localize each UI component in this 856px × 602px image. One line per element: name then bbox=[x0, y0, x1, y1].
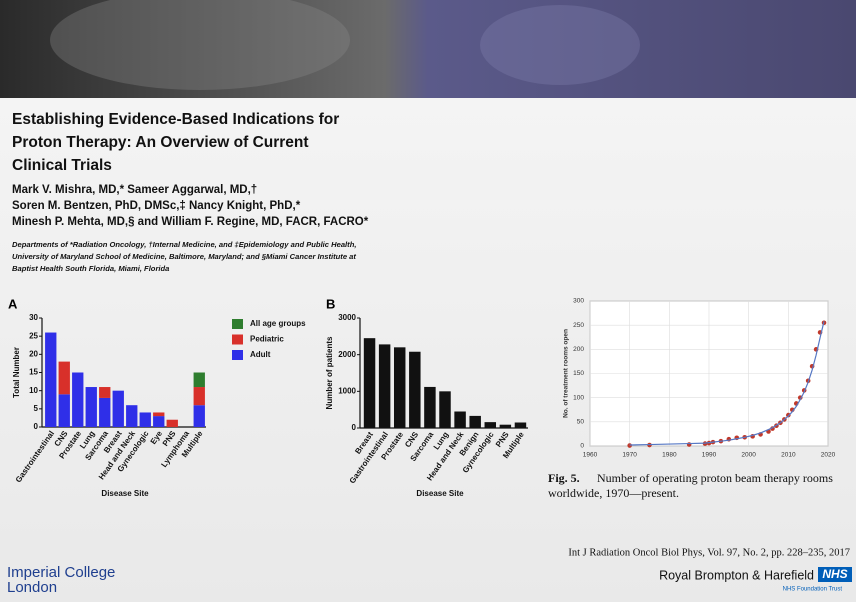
bar bbox=[378, 344, 391, 428]
x-axis-label: Disease Site bbox=[416, 489, 464, 498]
legend-swatch bbox=[232, 334, 243, 345]
y-tick-label: 25 bbox=[29, 331, 38, 340]
y-tick-label: 20 bbox=[29, 349, 38, 358]
y-tick-label: 1000 bbox=[338, 386, 356, 395]
bar-segment bbox=[85, 387, 97, 427]
logo-text: Imperial College bbox=[7, 564, 115, 581]
bar bbox=[514, 422, 527, 428]
y-axis-label: Total Number bbox=[12, 347, 21, 398]
bar-segment bbox=[193, 405, 205, 427]
y-tick-label: 0 bbox=[580, 443, 584, 450]
bar bbox=[469, 415, 481, 428]
y-tick-label: 200 bbox=[573, 346, 584, 353]
authors: Minesh P. Mehta, MD,§ and William F. Reg… bbox=[12, 216, 369, 228]
banner-texture bbox=[480, 5, 640, 85]
x-tick-label: 1960 bbox=[583, 452, 598, 459]
bar-segment bbox=[139, 412, 151, 427]
legend-label: All age groups bbox=[250, 319, 306, 328]
y-axis-label: No. of treatment rooms open bbox=[563, 329, 570, 418]
bar bbox=[424, 386, 436, 428]
bar-segment bbox=[99, 387, 111, 398]
x-tick-label: 1990 bbox=[702, 452, 717, 459]
y-tick-label: 15 bbox=[29, 368, 38, 377]
authors: Mark V. Mishra, MD,* Sameer Aggarwal, MD… bbox=[12, 184, 257, 196]
caption-label: Fig. 5. bbox=[548, 471, 580, 485]
y-tick-label: 3000 bbox=[338, 313, 356, 322]
bar-segment bbox=[126, 405, 138, 427]
logo-subtext: NHS Foundation Trust bbox=[783, 587, 843, 593]
x-axis-label: Disease Site bbox=[101, 489, 149, 498]
legend-label: Pediatric bbox=[250, 335, 284, 344]
legend-label: Adult bbox=[250, 350, 271, 359]
trend-line bbox=[629, 321, 825, 446]
x-tick-label: 2010 bbox=[781, 452, 796, 459]
bar-segment bbox=[112, 390, 124, 427]
y-tick-label: 50 bbox=[577, 419, 585, 426]
bar-segment bbox=[45, 332, 57, 427]
y-tick-label: 0 bbox=[34, 422, 39, 431]
title: Proton Therapy: An Overview of Current bbox=[12, 134, 309, 151]
nhs-badge-text: NHS bbox=[822, 567, 847, 581]
y-tick-label: 10 bbox=[29, 386, 38, 395]
bar bbox=[499, 424, 512, 428]
bar bbox=[363, 338, 376, 428]
authors: Soren M. Bentzen, PhD, DMSc,‡ Nancy Knig… bbox=[12, 200, 301, 212]
legend-swatch bbox=[232, 319, 243, 329]
citation: Int J Radiation Oncol Biol Phys, Vol. 97… bbox=[568, 547, 850, 558]
bar-segment bbox=[72, 372, 84, 427]
bar-segment bbox=[153, 416, 165, 427]
x-tick-label: 2020 bbox=[821, 452, 836, 459]
bar-segment bbox=[58, 394, 70, 427]
y-tick-label: 0 bbox=[352, 423, 357, 432]
caption: worldwide, 1970—present. bbox=[548, 486, 679, 500]
x-tick-label: 1980 bbox=[662, 452, 677, 459]
bar bbox=[393, 347, 406, 428]
point bbox=[627, 443, 632, 448]
bar bbox=[484, 422, 497, 428]
affiliation: Baptist Health South Florida, Miami, Flo… bbox=[12, 264, 169, 273]
y-tick-label: 300 bbox=[573, 298, 584, 305]
bar bbox=[439, 391, 451, 428]
bar-segment bbox=[99, 397, 111, 427]
y-tick-label: 5 bbox=[34, 404, 39, 413]
y-tick-label: 100 bbox=[573, 394, 584, 401]
bar-segment bbox=[58, 361, 70, 395]
logo-text: Royal Brompton & Harefield bbox=[659, 568, 814, 582]
bar-segment bbox=[193, 372, 205, 388]
nhs-badge bbox=[818, 567, 852, 582]
y-tick-label: 150 bbox=[573, 370, 584, 377]
title: Clinical Trials bbox=[12, 157, 112, 174]
banner-texture bbox=[50, 0, 350, 90]
legend-swatch bbox=[232, 350, 243, 360]
x-tick-label: 1970 bbox=[622, 452, 637, 459]
affiliation: Departments of *Radiation Oncology, †Int… bbox=[12, 240, 356, 249]
bar bbox=[409, 351, 421, 428]
banner bbox=[0, 0, 856, 98]
bar-segment bbox=[153, 412, 165, 417]
bar-segment bbox=[193, 387, 205, 406]
bar-segment bbox=[166, 419, 178, 427]
logo-text: London bbox=[7, 579, 57, 596]
y-tick-label: 2000 bbox=[338, 350, 356, 359]
panel-label: A bbox=[8, 296, 18, 311]
x-tick-label: 2000 bbox=[741, 452, 756, 459]
y-tick-label: 30 bbox=[29, 313, 38, 322]
title: Establishing Evidence-Based Indications … bbox=[12, 111, 339, 128]
y-tick-label: 250 bbox=[573, 322, 584, 329]
caption: Number of operating proton beam therapy … bbox=[597, 471, 833, 485]
y-axis-label: Number of patients bbox=[325, 336, 334, 409]
bar bbox=[454, 411, 466, 428]
panel-label: B bbox=[326, 296, 335, 311]
affiliation: University of Maryland School of Medicin… bbox=[12, 252, 356, 261]
